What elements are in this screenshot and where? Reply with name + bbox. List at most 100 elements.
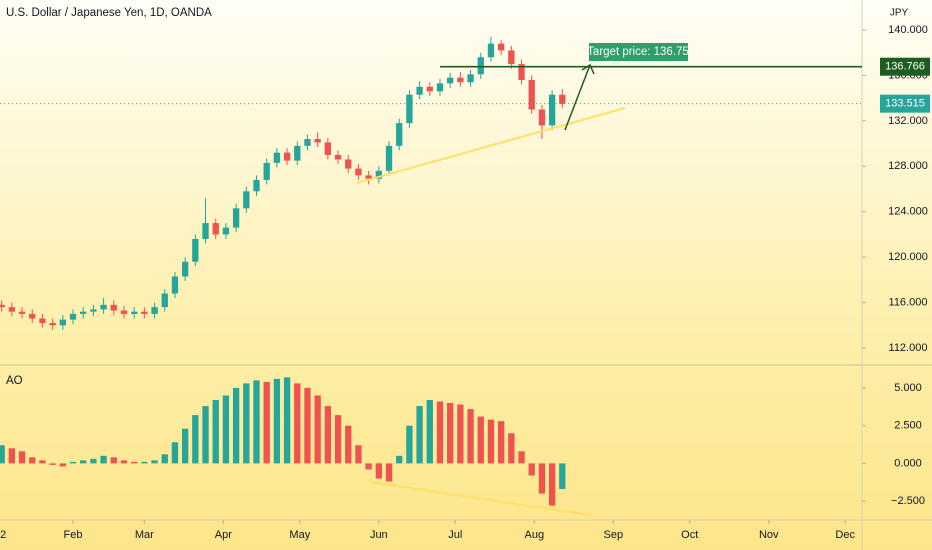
ao-bar — [212, 400, 219, 464]
ao-bar — [90, 458, 97, 464]
candle-body — [518, 64, 525, 80]
y-tick-label: 5.000 — [894, 382, 922, 394]
candle-body — [334, 154, 342, 160]
ao-bar — [171, 442, 179, 464]
currency: JPY — [890, 8, 909, 19]
candle-body — [69, 313, 77, 320]
ao-bar — [487, 419, 495, 464]
ao-bar — [232, 387, 240, 464]
candle-body — [120, 310, 128, 314]
candle-body — [202, 223, 209, 239]
candle-body — [528, 79, 535, 110]
ao-bar — [192, 415, 199, 464]
ao-bar — [8, 448, 16, 464]
ao-bar — [120, 460, 128, 464]
x-tick-label: Jul — [448, 529, 462, 541]
candle-body — [426, 86, 433, 92]
candle-body — [304, 139, 311, 146]
candle-body — [263, 162, 270, 180]
ao-bar — [345, 425, 352, 464]
candle-body — [447, 77, 454, 84]
x-tick-label: Feb — [64, 529, 83, 541]
candle-body — [59, 319, 66, 326]
trendline — [369, 481, 591, 516]
candle-body — [110, 304, 117, 311]
ao-bar — [518, 451, 525, 464]
candle-body — [181, 261, 189, 277]
ao-bar — [253, 380, 260, 464]
candle-body — [212, 223, 219, 235]
candle-body — [467, 74, 474, 83]
candle-body — [436, 83, 444, 92]
ao-bar — [161, 454, 168, 464]
y-tick-label: 116.000 — [889, 297, 928, 309]
ao-bar — [263, 381, 270, 464]
candle-body — [232, 208, 240, 228]
candle-body — [222, 227, 230, 235]
ao-bar — [385, 463, 393, 482]
candle-body — [396, 123, 403, 146]
ao-bar — [39, 460, 46, 464]
ao-bar — [467, 409, 474, 464]
candle-body — [131, 311, 138, 314]
x-tick-label: Mar — [135, 529, 154, 541]
ao-bar — [110, 457, 117, 464]
ao-bar — [477, 416, 484, 464]
ao-bar — [243, 383, 250, 464]
candle-body — [8, 307, 16, 312]
ao-bar — [355, 445, 362, 464]
x-tick-label: Dec — [835, 529, 855, 541]
candle-body — [273, 152, 281, 163]
ao-bar — [334, 415, 342, 464]
candle-body — [477, 57, 484, 75]
candle-body — [355, 168, 362, 176]
ao-bar — [406, 425, 413, 464]
candle-body — [548, 94, 556, 126]
arrow-head — [581, 63, 595, 75]
x-tick-label: Apr — [215, 529, 232, 541]
x-tick-label: May — [289, 529, 310, 541]
ao-bar — [324, 406, 332, 464]
y-tick-label: −2.500 — [891, 495, 925, 507]
target-box — [589, 43, 688, 61]
candle-body — [508, 50, 515, 65]
x-tick-label: Nov — [759, 529, 779, 541]
ao-bar — [151, 460, 158, 464]
marks — [0, 36, 566, 506]
ao-bar — [365, 463, 372, 470]
ao-bar — [181, 428, 189, 464]
ao-bar — [69, 461, 77, 464]
ao-bar — [0, 445, 5, 464]
trendline — [356, 107, 626, 184]
ao-bar — [49, 463, 56, 465]
ao-bar — [457, 404, 464, 464]
candle-body — [314, 139, 321, 143]
candle-body — [0, 304, 5, 308]
candle-body — [29, 313, 36, 319]
price-level-label: 136.766 — [885, 61, 925, 73]
ao-bar — [375, 463, 382, 479]
ao-bar — [29, 457, 36, 464]
x-tick-label: Oct — [681, 529, 698, 541]
candle-body — [90, 309, 97, 312]
ao-bar — [273, 378, 281, 464]
candle-body — [80, 311, 87, 314]
candle-body — [345, 159, 352, 169]
candle-body — [253, 179, 260, 192]
ao-bar — [426, 400, 433, 464]
candle-body — [243, 191, 250, 209]
candle-body — [18, 311, 26, 314]
x-tick-label: Jun — [370, 529, 388, 541]
price-level-box — [880, 57, 930, 76]
ao-bar — [141, 461, 148, 464]
x-tick-label: Sep — [603, 529, 623, 541]
chart-title: U.S. Dollar / Japanese Yen, 1D, OANDA — [6, 7, 212, 19]
y-tick-label: 128.000 — [888, 160, 928, 172]
candle-body — [161, 293, 168, 308]
ao-bar — [100, 455, 107, 464]
ao-bar — [538, 463, 546, 494]
candle-body — [487, 43, 495, 58]
candle-body — [324, 142, 332, 155]
candle-body — [151, 307, 158, 314]
